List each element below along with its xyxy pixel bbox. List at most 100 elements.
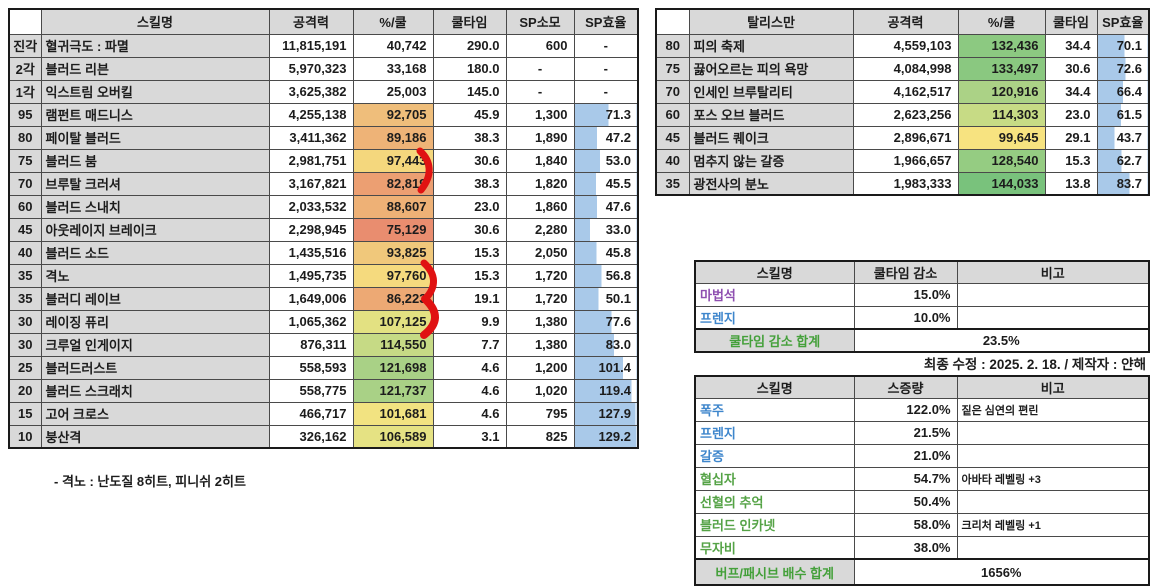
column-header: 비고 xyxy=(956,260,1150,284)
effect-name-cell: 프렌지 xyxy=(694,305,855,330)
attack-cell: 326,162 xyxy=(268,424,354,449)
cooldown-cell: 34.4 xyxy=(1044,33,1098,58)
skill-row: 35 블러디 레이브 1,649,006 86,223 19.1 1,720 50.1 xyxy=(8,286,639,311)
skill-row: 70 브루탈 크러셔 3,167,821 82,819 38.3 1,820 45.5 xyxy=(8,171,639,196)
level-cell: 10 xyxy=(8,424,42,449)
level-cell: 80 xyxy=(655,33,690,58)
pct-per-cd-cell: 97,760 xyxy=(352,263,434,288)
talisman-row: 75 끓어오르는 피의 욕망 4,084,998 133,497 30.6 72.6 xyxy=(655,56,1150,81)
sp-cost-cell: - xyxy=(505,79,575,104)
buff-row-total-row: 버프/패시브 배수 합계 1656% xyxy=(694,558,1150,586)
column-header: %/쿨 xyxy=(352,8,434,35)
skill-row: 35 격노 1,495,735 97,760 15.3 1,720 56.8 xyxy=(8,263,639,288)
cooldown-cell: 7.7 xyxy=(432,332,507,357)
skill-row: 1각 익스트림 오버킬 3,625,382 25,003 145.0- - xyxy=(8,79,639,104)
sp-eff-cell: 56.8 xyxy=(573,263,639,288)
pct-per-cd-cell: 107,125 xyxy=(352,309,434,334)
sp-eff-cell: 70.1 xyxy=(1096,33,1150,58)
skill-row: 진각 혈귀극도 : 파멸 11,815,191 40,742 290.0 600- xyxy=(8,33,639,58)
level-cell: 35 xyxy=(655,171,690,196)
effect-value-cell: 21.0% xyxy=(853,443,958,468)
attack-cell: 876,311 xyxy=(268,332,354,357)
sp-cost-cell: 1,020 xyxy=(505,378,575,403)
skill-row: 95 램펀트 매드니스 4,255,138 92,705 45.9 1,300 71.3 xyxy=(8,102,639,127)
skill-row: 10 붕산격 326,162 106,589 3.1 825 129.2 xyxy=(8,424,639,449)
buff-row: 무자비 38.0% xyxy=(694,535,1150,560)
cooldown-cell: 15.3 xyxy=(432,240,507,265)
skill-name-cell: 고어 크로스 xyxy=(40,401,270,426)
sp-eff-cell: 127.9 xyxy=(573,401,639,426)
pct-per-cd-cell: 128,540 xyxy=(957,148,1046,173)
skill-name-cell: 포스 오브 블러드 xyxy=(688,102,854,127)
sp-eff-cell: - xyxy=(573,79,639,104)
attack-cell: 5,970,323 xyxy=(268,56,354,81)
effect-value-cell: 38.0% xyxy=(853,535,958,560)
cooldown-cell: 13.8 xyxy=(1044,171,1098,196)
skill-row: 25 블러드러스트 558,593 121,698 4.6 1,200 101.4 xyxy=(8,355,639,380)
talisman-row: 35 광전사의 분노 1,983,333 144,033 13.8 83.7 xyxy=(655,171,1150,196)
level-cell: 60 xyxy=(8,194,42,219)
buff-row-header-row: 스킬명 스증량 비고 xyxy=(694,375,1150,399)
attack-cell: 2,033,532 xyxy=(268,194,354,219)
pct-per-cd-cell: 86,223 xyxy=(352,286,434,311)
remark-cell xyxy=(956,489,1150,514)
sp-eff-cell: 50.1 xyxy=(573,286,639,311)
skill-name-cell: 레이징 퓨리 xyxy=(40,309,270,334)
skill-table: 스킬명 공격력 %/쿨 쿨타임 SP소모 SP효율 진각 혈귀극도 : 파멸 11,815,19… xyxy=(8,8,639,449)
sp-eff-cell: 101.4 xyxy=(573,355,639,380)
sp-eff-cell: 83.7 xyxy=(1096,171,1150,196)
last-updated-credit: 최종 수정 : 2025. 2. 18. / 제작자 : 얀해 xyxy=(923,357,1146,372)
skill-note: - 격노 : 난도질 8히트, 피니쉬 2히트 xyxy=(54,474,246,489)
sp-eff-cell: 77.6 xyxy=(573,309,639,334)
remark-cell: 아바타 레벨링 +3 xyxy=(956,466,1150,491)
column-header: SP효율 xyxy=(573,8,639,35)
talisman-table: 탈리스만 공격력 %/쿨 쿨타임 SP효율 80 피의 축제 4,559,103 132,436… xyxy=(655,8,1150,196)
effect-value-cell: 50.4% xyxy=(853,489,958,514)
sp-cost-cell: 600 xyxy=(505,33,575,58)
sp-eff-cell: 45.8 xyxy=(573,240,639,265)
cooldown-cell: 15.3 xyxy=(1044,148,1098,173)
cooldown-cell: 3.1 xyxy=(432,424,507,449)
sp-cost-cell: 1,720 xyxy=(505,286,575,311)
skill-row: 30 레이징 퓨리 1,065,362 107,125 9.9 1,380 77.6 xyxy=(8,309,639,334)
sp-eff-cell: 33.0 xyxy=(573,217,639,242)
cooldown-cell: 4.6 xyxy=(432,378,507,403)
skill-row: 20 블러드 스크래치 558,775 121,737 4.6 1,020 119.4 xyxy=(8,378,639,403)
buff-row: 혈십자 54.7% 아바타 레벨링 +3 xyxy=(694,466,1150,491)
pct-per-cd-cell: 97,443 xyxy=(352,148,434,173)
effect-value-cell: 122.0% xyxy=(853,397,958,422)
buff-row: 프렌지 21.5% xyxy=(694,420,1150,445)
remark-cell xyxy=(956,535,1150,560)
attack-cell: 2,623,256 xyxy=(852,102,959,127)
buff-row: 폭주 122.0% 짙은 심연의 편린 xyxy=(694,397,1150,422)
pct-per-cd-cell: 132,436 xyxy=(957,33,1046,58)
column-header xyxy=(655,8,690,35)
skill-name-cell: 블러드 스내치 xyxy=(40,194,270,219)
pct-per-cd-cell: 93,825 xyxy=(352,240,434,265)
skill-name-cell: 블러드 소드 xyxy=(40,240,270,265)
buff-passive-table: 스킬명 스증량 비고 폭주 122.0% 짙은 심연의 편린 프렌지 21.5% 갈증 21.0%… xyxy=(694,375,1150,586)
skill-name-cell: 램펀트 매드니스 xyxy=(40,102,270,127)
level-cell: 30 xyxy=(8,332,42,357)
cooldown-cell: 9.9 xyxy=(432,309,507,334)
effect-name-cell: 갈증 xyxy=(694,443,855,468)
attack-cell: 1,966,657 xyxy=(852,148,959,173)
skill-row-header-row: 스킬명 공격력 %/쿨 쿨타임 SP소모 SP효율 xyxy=(8,8,639,35)
attack-cell: 3,167,821 xyxy=(268,171,354,196)
sp-eff-cell: 62.7 xyxy=(1096,148,1150,173)
talisman-row: 60 포스 오브 블러드 2,623,256 114,303 23.0 61.5 xyxy=(655,102,1150,127)
cooldown-cell: 29.1 xyxy=(1044,125,1098,150)
sp-cost-cell: 1,840 xyxy=(505,148,575,173)
attack-cell: 466,717 xyxy=(268,401,354,426)
column-header: 공격력 xyxy=(268,8,354,35)
skill-name-cell: 블러드 퀘이크 xyxy=(688,125,854,150)
effect-value-cell: 54.7% xyxy=(853,466,958,491)
skill-name-cell: 격노 xyxy=(40,263,270,288)
talisman-row: 45 블러드 퀘이크 2,896,671 99,645 29.1 43.7 xyxy=(655,125,1150,150)
level-cell: 진각 xyxy=(8,33,42,58)
attack-cell: 558,775 xyxy=(268,378,354,403)
effect-value-cell: 21.5% xyxy=(853,420,958,445)
total-value-cell: 1656% xyxy=(853,558,1150,586)
level-cell: 75 xyxy=(655,56,690,81)
effect-name-cell: 혈십자 xyxy=(694,466,855,491)
